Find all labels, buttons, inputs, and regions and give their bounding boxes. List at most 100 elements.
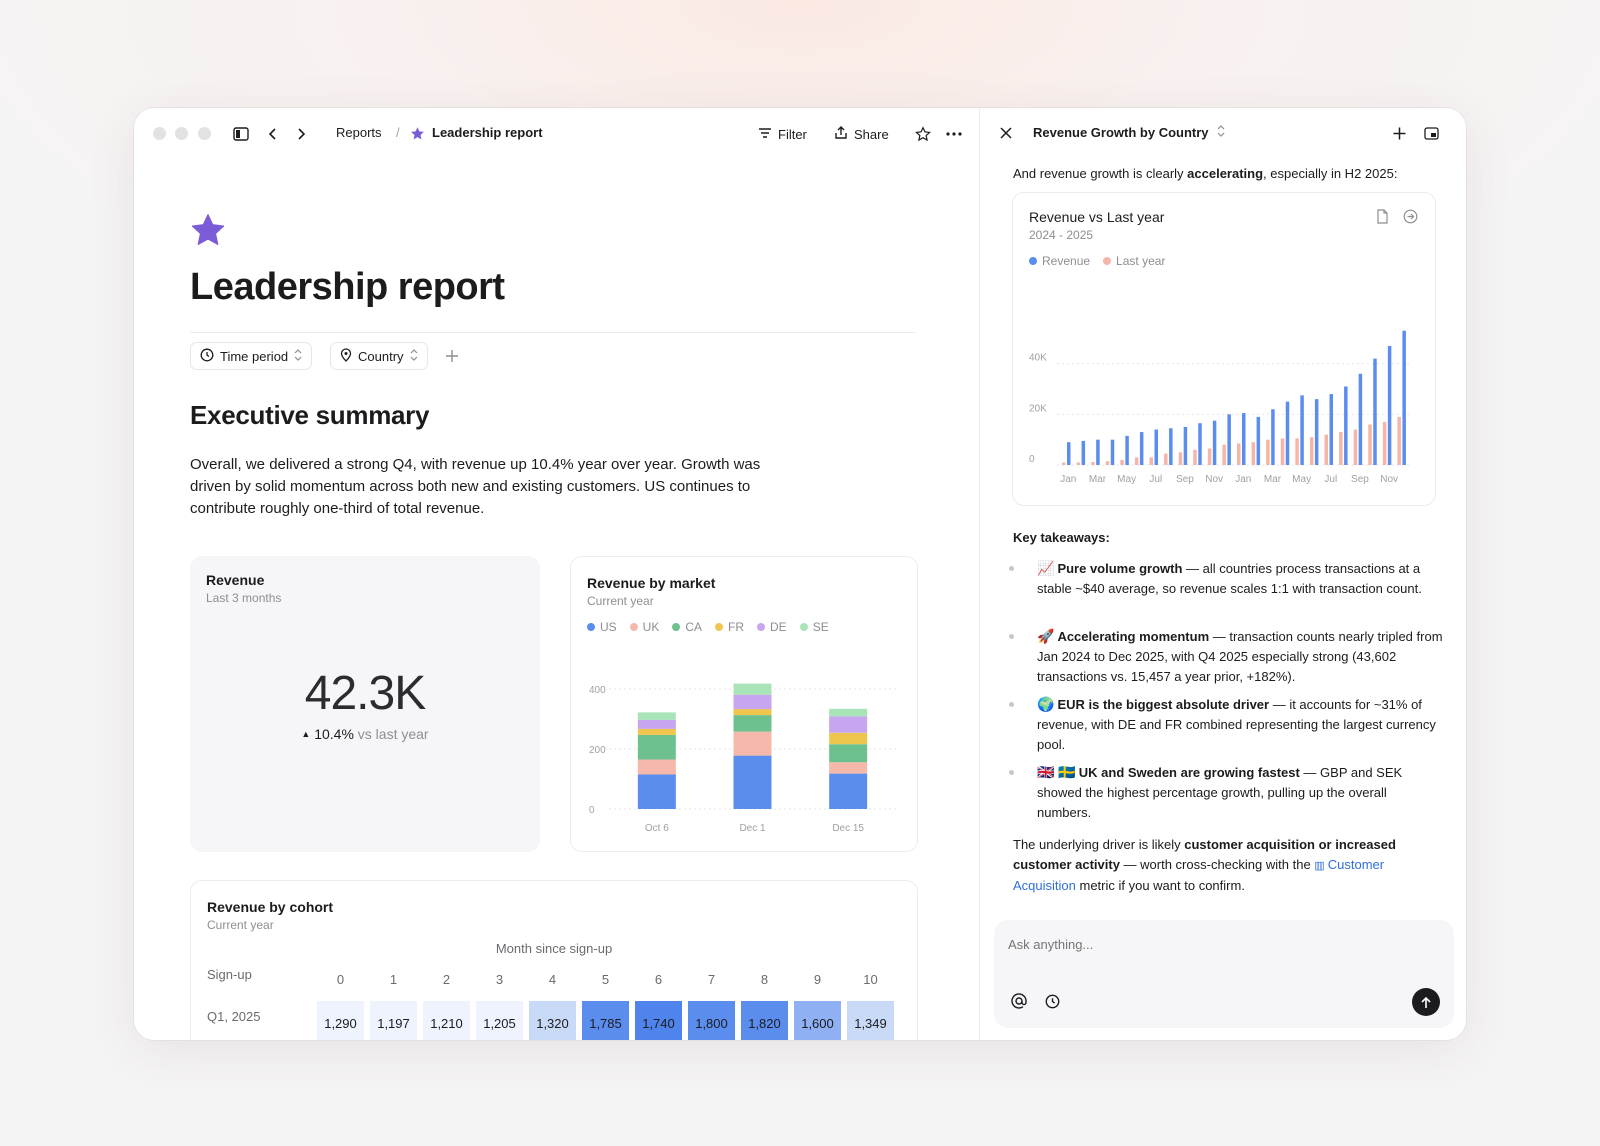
star-outline-icon[interactable] <box>912 123 934 145</box>
revenue-bar <box>1271 409 1275 465</box>
section-heading: Executive summary <box>190 400 430 430</box>
assistant-panel: Revenue Growth by Country And revenue gr… <box>979 108 1466 1040</box>
window-minimize-dot[interactable] <box>175 127 188 140</box>
bar-segment <box>733 683 772 695</box>
footer-text-end: metric if you want to confirm. <box>1075 878 1245 893</box>
filter-icon <box>758 127 772 142</box>
table-cell: 1,197 <box>370 1001 417 1040</box>
last-year-bar <box>1309 437 1314 465</box>
chat-composer <box>994 920 1454 1028</box>
open-arrow-icon[interactable] <box>1401 207 1419 225</box>
takeaways-heading: Key takeaways: <box>1013 530 1110 545</box>
x-tick-label: Dec 15 <box>832 823 864 834</box>
last-year-bar <box>1353 429 1358 465</box>
column-header: 0 <box>336 971 345 987</box>
table-cell: 1,210 <box>423 1001 470 1040</box>
x-tick-label: Sep <box>1176 474 1194 485</box>
filter-label: Filter <box>778 126 807 142</box>
intro-text-end: , especially in H2 2025: <box>1263 166 1398 181</box>
table-row: 1,290 1,197 1,210 1,205 1,320 1,785 1,740 1,800… <box>317 1001 894 1040</box>
filter-button[interactable]: Filter <box>758 122 807 146</box>
market-legend: US UK CA FR DE SE <box>587 620 901 634</box>
legend-label: US <box>600 620 617 634</box>
metric-chart-icon: ▥ <box>1314 860 1328 872</box>
at-mention-icon[interactable] <box>1008 990 1030 1012</box>
last-year-bar <box>1149 457 1153 465</box>
last-year-bar <box>1120 459 1124 465</box>
x-tick-label: Nov <box>1380 474 1398 485</box>
breadcrumb-current: Leadership report <box>432 125 543 140</box>
legend-label: Last year <box>1116 254 1166 268</box>
customer-acquisition-link-label[interactable]: Customer Acquisition <box>1013 857 1385 893</box>
column-header: 10 <box>863 971 878 987</box>
table-cell: 1,205 <box>476 1001 523 1040</box>
clock-icon <box>200 348 214 365</box>
bar-segment <box>829 773 868 809</box>
table-cell: 1,320 <box>529 1001 576 1040</box>
takeaway-emoji: 🚀 <box>1037 628 1055 644</box>
forward-icon[interactable] <box>290 123 312 145</box>
last-year-bar <box>1251 442 1256 465</box>
last-year-bar <box>1237 443 1241 465</box>
last-year-bar <box>1062 462 1066 465</box>
back-icon[interactable] <box>262 123 284 145</box>
last-year-bar <box>1280 438 1285 465</box>
close-icon[interactable] <box>995 122 1017 144</box>
legend-item: SE <box>799 620 829 634</box>
revenue-delta-suffix: vs last year <box>357 726 429 742</box>
market-chart-title: Revenue by market <box>587 575 716 591</box>
new-chat-icon[interactable] <box>1388 122 1410 144</box>
customer-acquisition-link[interactable]: ▥ <box>1314 857 1327 872</box>
list-item: 🇬🇧 🇸🇪 UK and Sweden are growing fastest —… <box>1009 762 1443 823</box>
window-icon[interactable] <box>1420 122 1442 144</box>
legend-item: DE <box>757 620 787 634</box>
sidebar-toggle-icon[interactable] <box>230 123 252 145</box>
star-filled-icon <box>409 125 425 141</box>
column-header: 2 <box>442 971 451 987</box>
country-filter[interactable]: Country <box>330 342 428 370</box>
window-close-dot[interactable] <box>153 127 166 140</box>
table-cell: 1,800 <box>688 1001 735 1040</box>
breadcrumb-reports[interactable]: Reports <box>336 125 382 140</box>
revenue-bar <box>1183 427 1188 465</box>
time-period-filter[interactable]: Time period <box>190 342 313 370</box>
updown-chevron-icon <box>294 348 302 364</box>
x-tick-label: Oct 6 <box>645 823 669 834</box>
revenue-by-cohort-card: Revenue by cohort Current year Month sinc… <box>190 880 918 1040</box>
panel-footer-text: The underlying driver is likely customer… <box>1013 835 1427 896</box>
legend-label: UK <box>642 620 660 634</box>
table-cell: 1,785 <box>582 1001 629 1040</box>
send-button[interactable] <box>1412 988 1440 1016</box>
legend-swatch <box>799 623 808 631</box>
clock-icon[interactable] <box>1041 990 1063 1012</box>
legend-item: Last year <box>1103 254 1165 268</box>
revenue-bar <box>1314 399 1319 465</box>
save-report-icon[interactable] <box>1373 207 1391 225</box>
x-tick-label: May <box>1292 474 1311 485</box>
share-button[interactable]: Share <box>834 122 889 146</box>
bar-segment <box>637 734 676 760</box>
revenue-bar <box>1358 373 1363 465</box>
time-period-label: Time period <box>220 348 289 364</box>
rvly-subtitle: 2024 - 2025 <box>1029 228 1094 242</box>
ask-input[interactable] <box>1008 930 1428 958</box>
add-filter-icon[interactable] <box>440 344 464 368</box>
market-chart-subtitle: Current year <box>587 594 654 608</box>
revenue-value: 42.3K <box>304 667 426 720</box>
y-tick-label: 20K <box>1029 403 1047 414</box>
last-year-bar <box>1382 421 1387 465</box>
window-zoom-dot[interactable] <box>198 127 211 140</box>
more-icon[interactable] <box>943 123 965 145</box>
x-tick-label: Dec 1 <box>739 823 766 834</box>
revenue-bar <box>1169 428 1173 465</box>
last-year-bar <box>1207 448 1212 465</box>
column-header: 4 <box>548 971 557 987</box>
panel-title-dropdown[interactable]: Revenue Growth by Country <box>1033 125 1225 140</box>
revenue-bar <box>1212 420 1217 465</box>
takeaway-bold: Pure volume growth <box>1057 561 1183 576</box>
bar-segment <box>733 715 772 732</box>
column-header: 6 <box>654 971 663 987</box>
bar-segment <box>829 744 868 763</box>
x-tick-label: Nov <box>1205 474 1223 485</box>
last-year-bar <box>1295 438 1299 465</box>
